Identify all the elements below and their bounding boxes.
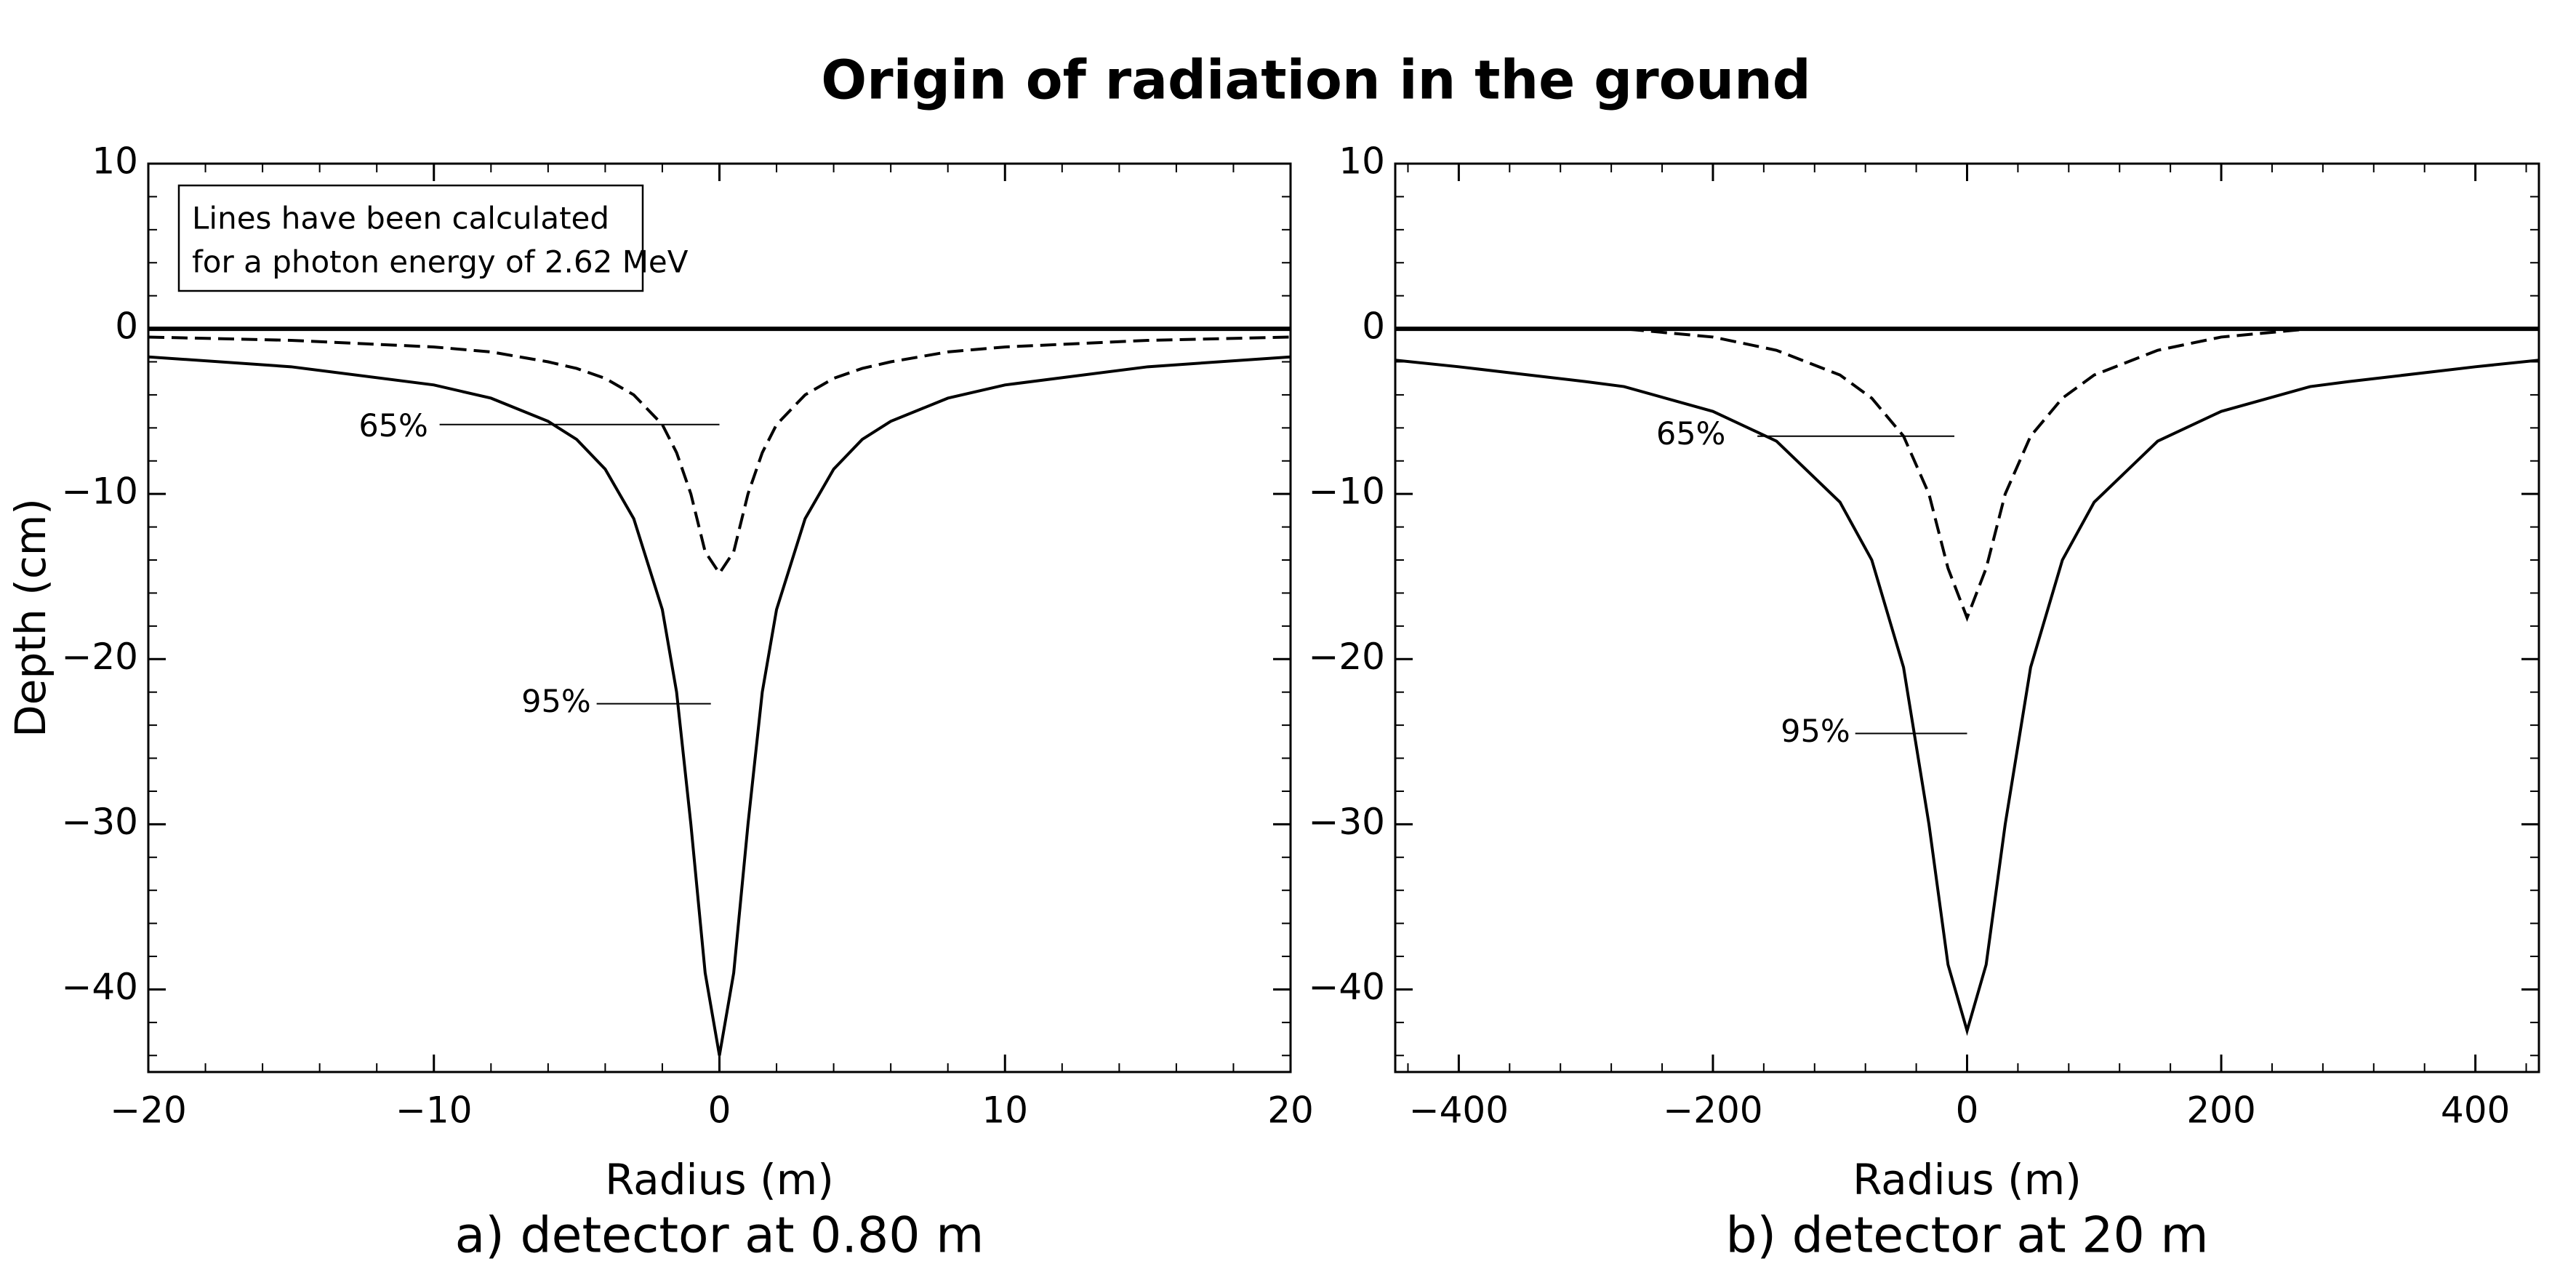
figure-title: Origin of radiation in the ground: [821, 49, 1811, 112]
y-tick-label: −40: [1308, 966, 1385, 1008]
note-box: [177, 184, 644, 292]
y-tick-label: −30: [61, 801, 138, 843]
x-tick-label: −200: [1663, 1089, 1762, 1132]
x-tick-label: 20: [1267, 1089, 1314, 1132]
x-tick-label: −400: [1409, 1089, 1509, 1132]
x-tick-label: 400: [2441, 1089, 2510, 1132]
y-tick-label: −10: [61, 471, 138, 513]
subtitle: b) detector at 20 m: [1725, 1207, 2208, 1265]
x-tick-label: 0: [708, 1089, 731, 1132]
series-line: [1395, 327, 2539, 623]
plot-frame: [147, 162, 1292, 1073]
series-label: 65%: [1656, 416, 1726, 452]
note-line: for a photon energy of 2.62 MeV: [192, 244, 689, 280]
series-line: [148, 335, 1291, 576]
y-tick-label: 0: [115, 305, 138, 348]
y-tick-label: 10: [1339, 140, 1385, 183]
y-tick-label: −40: [61, 966, 138, 1008]
x-tick-label: 10: [982, 1089, 1028, 1132]
y-tick-label: −20: [1308, 636, 1385, 678]
x-tick-label: 200: [2186, 1089, 2255, 1132]
y-tick-label: −30: [1308, 801, 1385, 843]
note-line: Lines have been calculated: [192, 201, 609, 236]
x-axis-label: Radius (m): [605, 1155, 834, 1204]
series-line: [1395, 359, 2540, 1036]
series-label: 95%: [521, 684, 591, 720]
x-tick-label: −20: [110, 1089, 187, 1132]
y-tick-label: −10: [1308, 471, 1385, 513]
y-tick-label: 10: [92, 140, 138, 183]
series-label: 65%: [358, 408, 428, 444]
x-tick-label: 0: [1956, 1089, 1979, 1132]
series-line: [148, 355, 1291, 1056]
y-axis-label: Depth (cm): [6, 498, 55, 737]
y-tick-label: −20: [61, 636, 138, 678]
y-tick-label: 0: [1362, 305, 1385, 348]
subtitle: a) detector at 0.80 m: [455, 1207, 984, 1265]
x-axis-label: Radius (m): [1853, 1155, 2082, 1204]
series-label: 95%: [1781, 713, 1850, 750]
x-tick-label: −10: [396, 1089, 473, 1132]
